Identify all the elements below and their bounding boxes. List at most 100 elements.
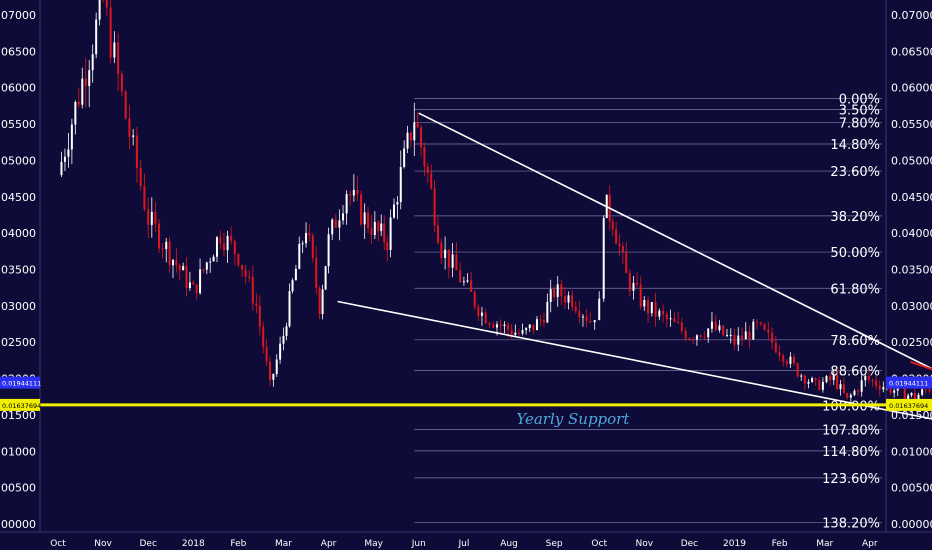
time-tick-label: Jul (457, 539, 469, 549)
candle-body (205, 262, 208, 270)
price-candles (60, 0, 932, 406)
candle-body (913, 392, 916, 400)
fib-level-label: 0.00% (839, 93, 880, 108)
candle-body (268, 361, 271, 380)
candle-body (480, 312, 483, 316)
candle-body (154, 211, 157, 224)
time-tick-label: Nov (94, 539, 112, 549)
candle-body (878, 385, 881, 390)
candle-body (669, 318, 672, 320)
candle-body (98, 0, 101, 20)
candle-body (650, 302, 653, 314)
candle-body (444, 249, 447, 258)
candle-body (473, 291, 476, 307)
candle-body (120, 73, 123, 92)
candle-body (135, 135, 138, 168)
candle-body (383, 223, 386, 243)
candle-body (647, 300, 650, 314)
candle-body (673, 318, 676, 322)
candle-body (279, 343, 282, 360)
candle-body (248, 276, 251, 278)
candle-body (370, 228, 373, 236)
candle-body (158, 223, 161, 249)
candle-body (105, 0, 108, 8)
candle-body (763, 324, 766, 330)
price-tick-left: 0.04500 (0, 191, 36, 204)
candle-body (688, 338, 691, 340)
time-tick-label: 2019 (723, 539, 746, 549)
candle-body (829, 376, 832, 380)
price-tick-right: 0.04000 (891, 227, 932, 240)
candle-body (192, 282, 195, 285)
candle-body (327, 234, 330, 267)
candle-body (549, 289, 552, 302)
candle-body (585, 316, 588, 321)
candle-body (722, 325, 725, 336)
candle-body (811, 378, 814, 382)
fibonacci-levels: 0.00%3.50%7.80% 14.80% 23.60% 38.20% 50.00% 6… (414, 93, 882, 532)
candle-body (331, 219, 334, 235)
candle-body (684, 330, 687, 339)
candle-body (470, 280, 473, 292)
time-tick-label: Dec (681, 539, 698, 549)
price-tick-left: 0.05500 (0, 118, 36, 131)
candle-body (539, 319, 542, 321)
candle-body (285, 326, 288, 336)
candle-body (255, 303, 258, 306)
candle-body (345, 194, 348, 214)
candle-body (532, 324, 535, 331)
candle-body (215, 237, 218, 257)
candle-body (800, 375, 803, 377)
candle-body (836, 375, 839, 390)
time-tick-label: Apr (321, 539, 337, 549)
candle-body (272, 373, 275, 380)
price-tick-left: 0.05000 (0, 154, 36, 167)
candle-body (161, 248, 164, 250)
candle-body (349, 194, 352, 196)
candle-body (703, 336, 706, 338)
candle-body (363, 212, 366, 225)
candle-body (832, 375, 835, 380)
candle-body (744, 331, 747, 340)
time-tick-label: May (364, 539, 383, 549)
candle-body (748, 331, 751, 340)
candle-body (396, 202, 399, 205)
candle-body (423, 147, 426, 167)
price-tick-left: 0.01000 (0, 445, 36, 458)
candle-body (903, 387, 906, 400)
candle-body (321, 289, 324, 315)
candle-body (528, 324, 531, 329)
time-tick-label: Mar (275, 539, 292, 549)
candle-body (202, 269, 205, 271)
candle-body (426, 166, 429, 173)
candle-body (165, 241, 168, 250)
price-marker-label-left: 0.01637694 (2, 402, 41, 410)
candle-body (535, 319, 538, 331)
candle-body (301, 243, 304, 245)
price-tick-right: 0.03500 (891, 264, 932, 277)
price-marker-tag-right (886, 376, 932, 389)
price-marker-tag-right (886, 398, 932, 411)
candle-body (785, 361, 788, 364)
candle-body (430, 172, 433, 189)
price-tick-left: 0.06500 (0, 45, 36, 58)
candle-body (771, 332, 774, 343)
time-tick-label: 2018 (182, 539, 205, 549)
candle-body (737, 335, 740, 345)
candle-body (91, 54, 94, 71)
candle-body (639, 284, 642, 307)
time-tick-label: Nov (636, 539, 654, 549)
candle-body (571, 295, 574, 307)
candle-body (282, 335, 285, 344)
candle-body (298, 243, 301, 269)
candle-body (195, 284, 198, 294)
candle-body (81, 78, 84, 105)
price-tick-right: 0.00000 (891, 518, 932, 531)
trendline (910, 360, 932, 371)
time-tick-label: Oct (50, 539, 66, 549)
candle-body (782, 355, 785, 362)
candle-body (455, 254, 458, 271)
candle-body (466, 280, 469, 282)
candle-body (662, 310, 665, 315)
